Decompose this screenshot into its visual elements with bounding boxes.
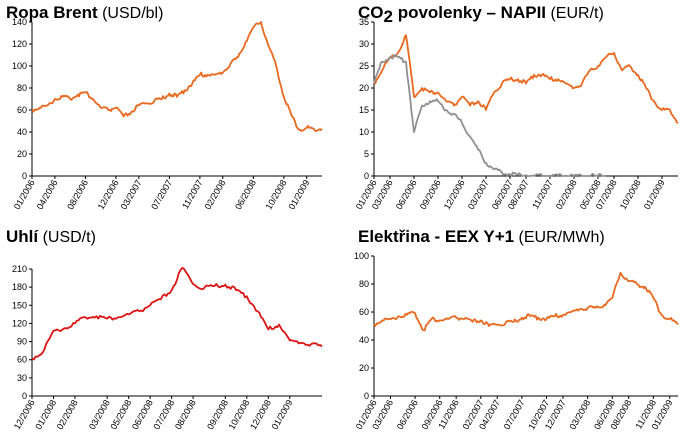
series-line	[31, 21, 323, 133]
y-tick-label: 60	[17, 105, 27, 115]
x-tick-label: 10/2008	[618, 178, 643, 211]
y-tick-label: 80	[17, 83, 27, 93]
x-tick-label: 02/2008	[554, 178, 579, 211]
x-tick-label: 08/2008	[173, 398, 198, 431]
x-tick-label: 01/2006	[12, 178, 37, 211]
y-tick-label: 40	[17, 127, 27, 137]
y-tick-label: 210	[12, 264, 27, 274]
title-unit: (USD/bl)	[102, 5, 163, 22]
title-unit: (EUR/t)	[550, 5, 603, 22]
y-tick-label: 25	[359, 61, 369, 71]
title-bold-rest: povolenky – NAPII	[393, 3, 546, 22]
plot-area: 030609012015018021012/200601/200802/2008…	[12, 264, 323, 431]
x-tick-label: 02/2008	[55, 398, 80, 431]
panel-title: Uhlí (USD/t)	[6, 227, 96, 246]
x-tick-label: 02/2008	[203, 178, 228, 211]
y-tick-label: 10	[359, 127, 369, 137]
y-tick-label: 100	[12, 61, 27, 71]
x-tick-label: 03/2008	[567, 398, 592, 431]
x-tick-label: 07/2007	[149, 178, 174, 211]
title-bold: CO	[358, 3, 384, 22]
y-tick-label: 15	[359, 105, 369, 115]
title-subscript: 2	[384, 7, 393, 26]
panel-brent: Ropa Brent (USD/bl) 0 20 40 60 80 100 120 140 01…	[6, 3, 323, 211]
series-line	[373, 271, 679, 332]
y-tick-label: 150	[12, 300, 27, 310]
y-tick-label: 140	[12, 17, 27, 27]
series-line	[373, 34, 679, 124]
y-tick-label: 35	[359, 17, 369, 27]
x-tick-label: 01/2009	[287, 178, 312, 211]
title-unit: (EUR/MWh)	[519, 229, 605, 246]
y-tick-label: 20	[17, 149, 27, 159]
x-tick-label: 12/2006	[96, 178, 121, 211]
x-tick-label: 03/2007	[466, 178, 491, 211]
panel-electricity: Elektřina - EEX Y+1 (EUR/MWh) 0 20 40 60 80 1…	[354, 227, 679, 431]
x-tick-label: 01/2009	[642, 178, 667, 211]
y-tick-label: 30	[359, 39, 369, 49]
x-tick-label: 12/2006	[442, 178, 467, 211]
y-tick-label: 0	[364, 391, 369, 401]
x-tick-label: 11/2007	[530, 178, 555, 211]
x-tick-label: 03/2007	[119, 178, 144, 211]
y-tick-label: 120	[12, 318, 27, 328]
y-tick-label: 90	[17, 337, 27, 347]
x-tick-label: 06/2006	[394, 178, 419, 211]
y-tick-label: 100	[354, 251, 369, 261]
y-tick-label: 0	[22, 391, 27, 401]
y-tick-label: 80	[359, 279, 369, 289]
title-unit: (USD/t)	[43, 229, 96, 246]
panel-title: Ropa Brent (USD/bl)	[6, 3, 163, 22]
y-tick-label: 5	[364, 149, 369, 159]
y-tick-label: 60	[17, 355, 27, 365]
x-tick-label: 10/2008	[264, 178, 289, 211]
y-tick-label: 20	[359, 363, 369, 373]
x-tick-label: 09/2006	[418, 178, 443, 211]
series-line	[31, 266, 323, 361]
y-tick-label: 60	[359, 307, 369, 317]
title-bold: Ropa Brent	[6, 3, 98, 22]
y-tick-label: 0	[22, 171, 27, 181]
x-tick-label: 08/2006	[65, 178, 90, 211]
y-tick-label: 120	[12, 39, 27, 49]
panel-title: CO2 povolenky – NAPII (EUR/t)	[358, 3, 604, 26]
panel-title: Elektřina - EEX Y+1 (EUR/MWh)	[358, 227, 605, 246]
x-tick-label: 04/2006	[35, 178, 60, 211]
x-tick-label: 06/2008	[233, 178, 258, 211]
title-bold: Elektřina - EEX Y+1	[358, 227, 514, 246]
x-tick-label: 01/2009	[270, 398, 295, 431]
y-tick-label: 180	[12, 282, 27, 292]
y-tick-label: 40	[359, 335, 369, 345]
y-tick-label: 30	[17, 373, 27, 383]
series-line	[373, 54, 607, 177]
panel-coal: Uhlí (USD/t) 030609012015018021012/20060…	[6, 227, 323, 431]
y-tick-label: 0	[364, 171, 369, 181]
x-tick-label: 11/2007	[180, 178, 205, 211]
title-bold: Uhlí	[6, 227, 39, 246]
y-tick-label: 20	[359, 83, 369, 93]
panel-co2: CO2 povolenky – NAPII (EUR/t) 0 5 10 15 20 25…	[354, 3, 679, 211]
x-tick-label: 06/2006	[395, 398, 420, 431]
x-tick-label: 07/2007	[502, 398, 527, 431]
